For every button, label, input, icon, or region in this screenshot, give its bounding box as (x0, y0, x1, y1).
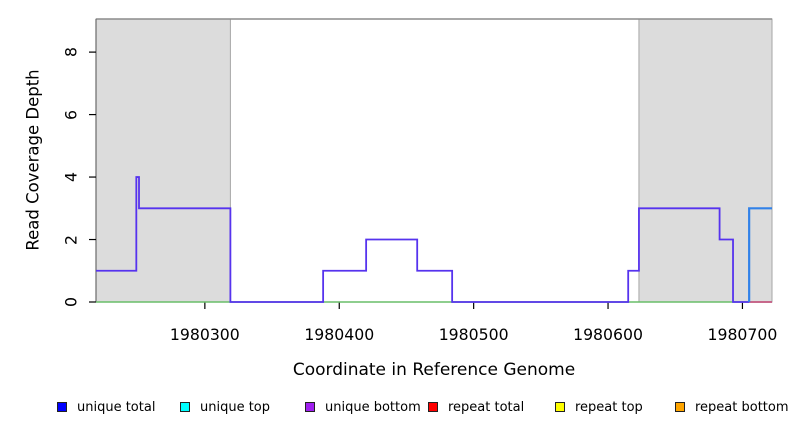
y-tick-label: 6 (61, 109, 81, 120)
y-tick-label: 2 (61, 234, 81, 245)
repeat-region-shading (95, 18, 231, 303)
series-unique-bottom-coverage (96, 176, 772, 303)
x-tick-label: 1980300 (169, 325, 240, 344)
x-tick-label: 1980700 (707, 325, 778, 344)
y-tick-label: 8 (61, 47, 81, 58)
x-tick-label: 1980600 (573, 325, 643, 344)
x-tick-label: 1980500 (438, 325, 509, 344)
x-axis-title: Coordinate in Reference Genome (292, 360, 576, 380)
y-axis-title: Read Coverage Depth (23, 69, 43, 251)
series-unique-top-coverage (748, 207, 772, 302)
y-tick-label: 0 (61, 297, 81, 307)
x-tick-label: 1980400 (304, 325, 375, 344)
y-tick-label: 4 (61, 172, 81, 183)
repeat-region-shading (638, 18, 773, 303)
